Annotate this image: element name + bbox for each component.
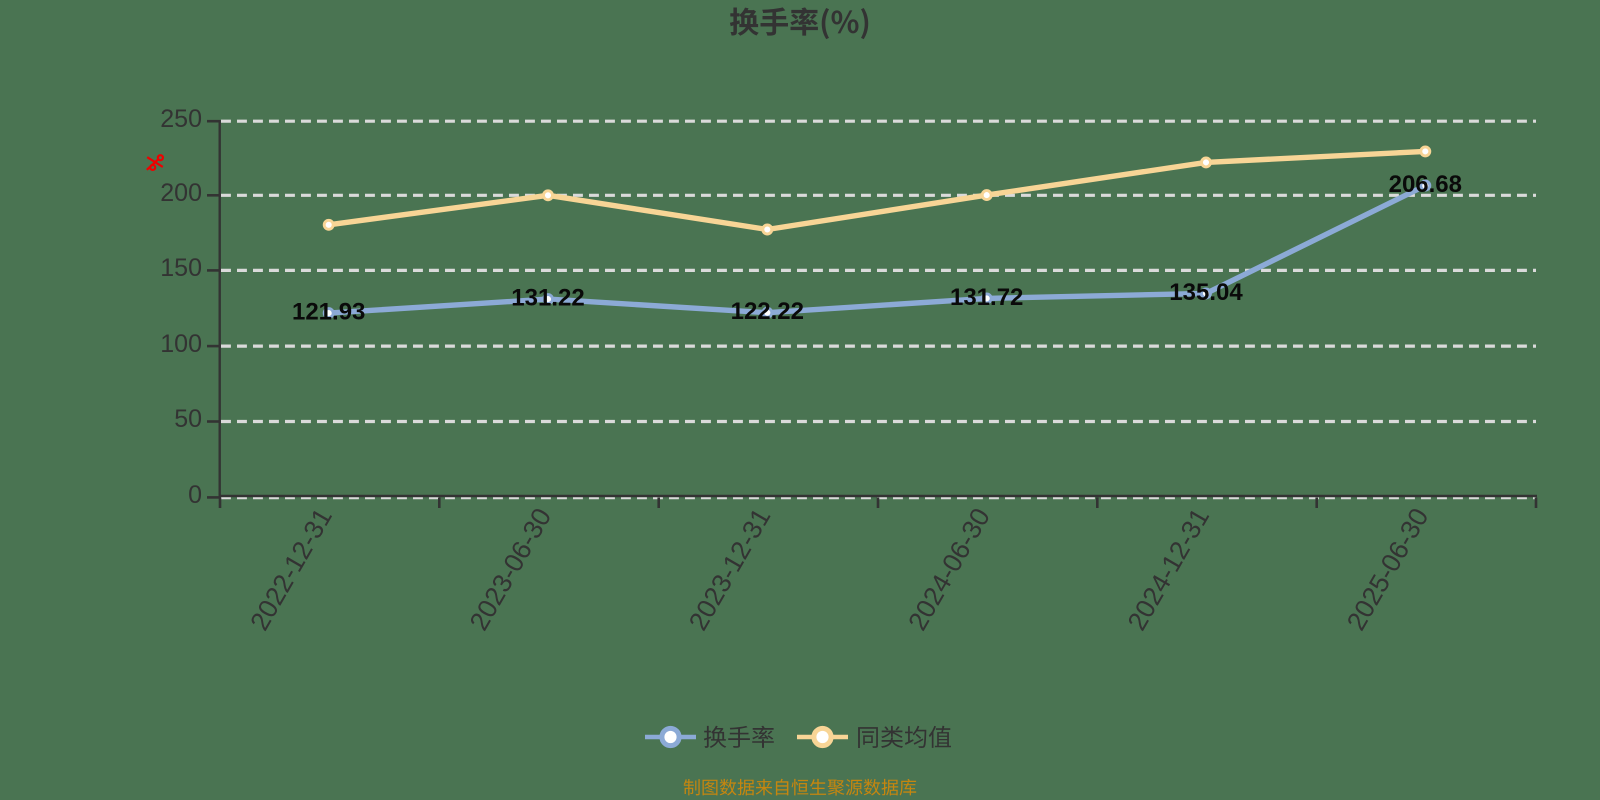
svg-text:121.93: 121.93 (292, 299, 365, 326)
svg-text:50: 50 (174, 405, 202, 433)
svg-text:206.68: 206.68 (1389, 171, 1462, 198)
svg-text:200: 200 (160, 179, 202, 207)
svg-text:122.22: 122.22 (731, 298, 804, 325)
svg-text:131.72: 131.72 (950, 284, 1023, 311)
svg-text:250: 250 (160, 105, 202, 133)
svg-text:150: 150 (160, 254, 202, 282)
svg-text:100: 100 (160, 330, 202, 358)
svg-text:0: 0 (188, 481, 202, 509)
svg-text:135.04: 135.04 (1169, 279, 1243, 306)
svg-text:131.22: 131.22 (511, 285, 584, 312)
